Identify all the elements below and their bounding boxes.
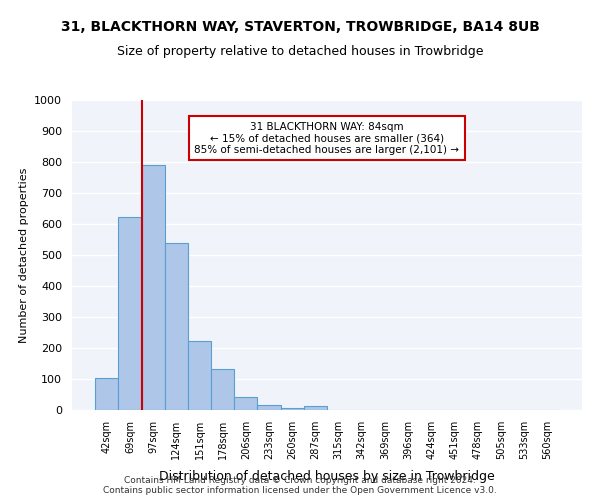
Text: Size of property relative to detached houses in Trowbridge: Size of property relative to detached ho… [117, 45, 483, 58]
Bar [281, 408, 304, 410]
Bar [142, 165, 165, 410]
Bar [211, 369, 234, 410]
Text: 31, BLACKTHORN WAY, STAVERTON, TROWBRIDGE, BA14 8UB: 31, BLACKTHORN WAY, STAVERTON, TROWBRIDG… [61, 20, 539, 34]
Bar [95, 378, 118, 410]
X-axis label: Distribution of detached houses by size in Trowbridge: Distribution of detached houses by size … [159, 470, 495, 483]
Bar [188, 341, 211, 410]
Text: 31 BLACKTHORN WAY: 84sqm
← 15% of detached houses are smaller (364)
85% of semi-: 31 BLACKTHORN WAY: 84sqm ← 15% of detach… [194, 122, 460, 155]
Y-axis label: Number of detached properties: Number of detached properties [19, 168, 29, 342]
Bar [234, 397, 257, 410]
Bar [118, 217, 142, 410]
Bar [165, 243, 188, 410]
Text: Contains HM Land Registry data © Crown copyright and database right 2024.
Contai: Contains HM Land Registry data © Crown c… [103, 476, 497, 495]
Bar [257, 405, 281, 410]
Bar [304, 406, 327, 410]
